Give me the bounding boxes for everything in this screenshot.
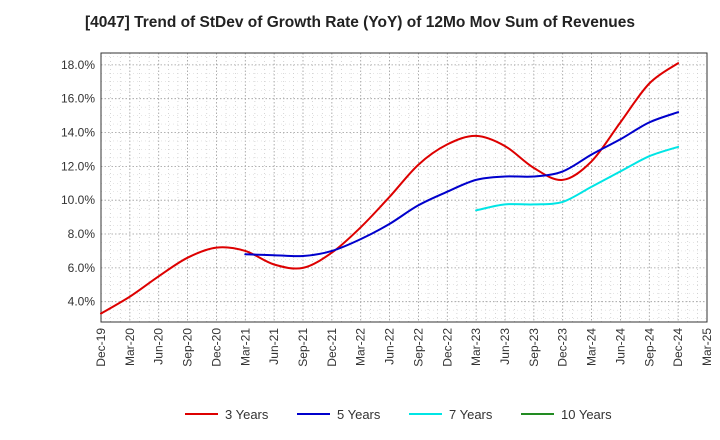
x-tick-label: Mar-25 [700,328,714,366]
x-tick-label: Dec-24 [671,328,685,367]
x-tick-label: Mar-20 [123,328,137,366]
plot-frame [100,52,708,323]
series-line-7-years [475,145,680,212]
x-tick-label: Dec-20 [209,328,223,367]
x-tick-label: Sep-23 [527,328,541,367]
x-tick-label: Dec-19 [94,328,108,367]
x-tick-label: Dec-23 [556,328,570,367]
legend-label-7-years: 7 Years [449,407,493,422]
chart-title: [4047] Trend of StDev of Growth Rate (Yo… [84,14,636,31]
x-tick-label: Jun-21 [267,328,281,365]
x-tick-label: Mar-22 [354,328,368,366]
x-tick-label: Dec-21 [325,328,339,367]
y-tick-label: 12.0% [61,159,95,173]
x-tick-label: Sep-24 [642,328,656,367]
x-tick-label: Jun-24 [613,328,627,365]
x-tick-label: Sep-22 [411,328,425,367]
x-tick-label: Jun-23 [498,328,512,365]
y-tick-label: 10.0% [61,193,95,207]
x-tick-label: Jun-22 [383,328,397,365]
y-tick-label: 16.0% [61,92,95,106]
y-tick-label: 14.0% [61,126,95,140]
x-tick-label: Mar-24 [585,328,599,366]
y-tick-label: 4.0% [68,295,96,309]
x-tick-label: Dec-22 [440,328,454,367]
x-tick-label: Sep-21 [296,328,310,367]
plot-area [101,53,707,322]
series-line-5-years [244,111,680,258]
series-line-3-years [100,62,680,315]
x-tick-label: Mar-21 [238,328,252,366]
y-tick-label: 8.0% [68,227,96,241]
y-tick-label: 6.0% [68,261,96,275]
x-tick-label: Sep-20 [181,328,195,367]
y-tick-label: 18.0% [61,58,95,72]
legend-label-10-years: 10 Years [561,407,612,422]
legend-label-3-years: 3 Years [225,407,269,422]
x-tick-label: Mar-23 [469,328,483,366]
x-tick-label: Jun-20 [152,328,166,365]
legend-label-5-years: 5 Years [337,407,381,422]
